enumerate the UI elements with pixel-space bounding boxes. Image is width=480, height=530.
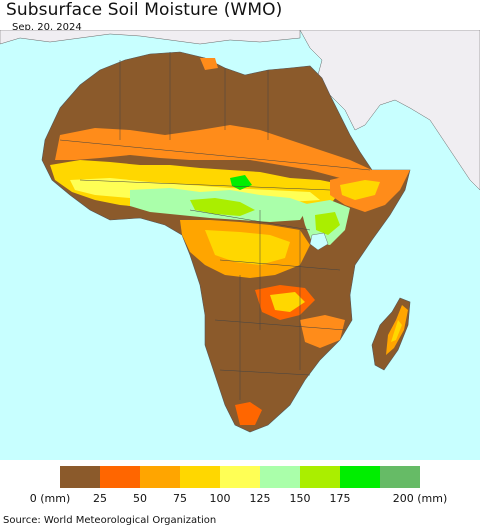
lake-victoria — [309, 232, 329, 251]
legend-swatch-5 — [260, 466, 300, 488]
central-lime-patches — [190, 198, 255, 216]
horn-yellow — [340, 180, 380, 200]
africa-soil-moisture-map — [0, 30, 480, 460]
zambia-yellow — [270, 292, 305, 312]
congo-yellow — [205, 230, 290, 265]
legend-colorbar — [60, 466, 420, 488]
legend-label-0: 0 (mm) — [29, 492, 71, 505]
legend-swatch-1 — [100, 466, 140, 488]
legend-swatch-8 — [380, 466, 420, 488]
map-date: Sep. 20, 2024 — [12, 22, 82, 33]
legend-swatch-4 — [220, 466, 260, 488]
map-title: Subsurface Soil Moisture (WMO) — [6, 0, 283, 20]
legend-label-2: 50 — [133, 492, 147, 505]
legend-label-6: 150 — [289, 492, 311, 505]
europe-landmass — [0, 30, 301, 45]
legend-swatch-3 — [180, 466, 220, 488]
legend-label-4: 100 — [209, 492, 231, 505]
legend-swatch-6 — [300, 466, 340, 488]
legend-label-8: 200 (mm) — [392, 492, 448, 505]
middle-east-landmass — [299, 30, 480, 191]
legend-label-5: 125 — [249, 492, 271, 505]
legend-swatch-2 — [140, 466, 180, 488]
madagascar-wet-core — [391, 320, 402, 342]
legend-label-7: 175 — [329, 492, 351, 505]
mozambique-orange — [300, 315, 345, 348]
east-africa-lime — [315, 212, 340, 235]
source-credit: Source: World Meteorological Organizatio… — [3, 515, 217, 526]
legend-label-3: 75 — [173, 492, 187, 505]
legend-swatch-7 — [340, 466, 380, 488]
country-borders — [59, 52, 371, 400]
legend-swatch-0 — [60, 466, 100, 488]
northern-patch — [200, 58, 218, 70]
legend-label-1: 25 — [93, 492, 107, 505]
south-africa-orange — [235, 402, 262, 425]
sahel-orange-band — [55, 125, 372, 180]
